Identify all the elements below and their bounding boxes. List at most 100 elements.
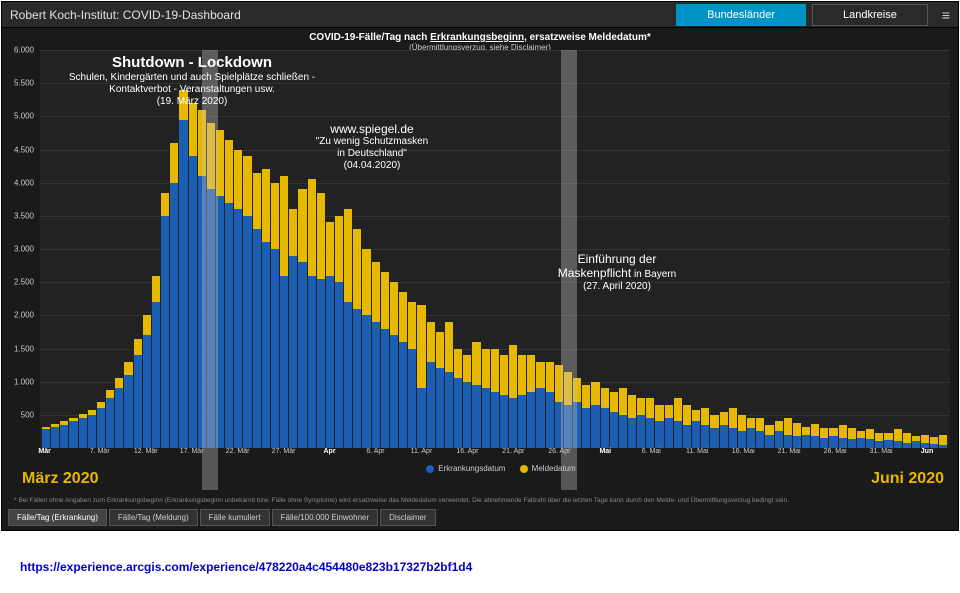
bar[interactable] bbox=[930, 437, 938, 448]
bar[interactable] bbox=[152, 276, 160, 448]
bar[interactable] bbox=[189, 103, 197, 448]
bar[interactable] bbox=[509, 345, 517, 448]
bar[interactable] bbox=[372, 262, 380, 448]
tab-landkreise[interactable]: Landkreise bbox=[812, 4, 928, 26]
bar[interactable] bbox=[601, 388, 609, 448]
bar[interactable] bbox=[262, 169, 270, 448]
bar[interactable] bbox=[729, 408, 737, 448]
bar[interactable] bbox=[271, 183, 279, 448]
bar[interactable] bbox=[710, 415, 718, 448]
bar[interactable] bbox=[482, 349, 490, 448]
bar[interactable] bbox=[463, 355, 471, 448]
bar[interactable] bbox=[344, 209, 352, 448]
bar[interactable] bbox=[326, 222, 334, 448]
bar[interactable] bbox=[894, 429, 902, 448]
bar[interactable] bbox=[921, 435, 929, 448]
bar[interactable] bbox=[445, 322, 453, 448]
bar[interactable] bbox=[866, 429, 874, 448]
bar[interactable] bbox=[628, 395, 636, 448]
bar[interactable] bbox=[738, 415, 746, 448]
bottom-tab[interactable]: Fälle/Tag (Erkrankung) bbox=[8, 509, 107, 526]
tab-bundeslaender[interactable]: Bundesländer bbox=[676, 4, 806, 26]
bar[interactable] bbox=[170, 143, 178, 448]
bar[interactable] bbox=[747, 418, 755, 448]
bar[interactable] bbox=[161, 193, 169, 448]
bar[interactable] bbox=[106, 390, 114, 448]
bar[interactable] bbox=[793, 423, 801, 448]
bar[interactable] bbox=[69, 418, 77, 449]
bar[interactable] bbox=[784, 418, 792, 448]
bar[interactable] bbox=[829, 428, 837, 448]
bar[interactable] bbox=[472, 342, 480, 448]
bar[interactable] bbox=[308, 179, 316, 448]
bar[interactable] bbox=[436, 332, 444, 448]
bottom-tab[interactable]: Disclaimer bbox=[380, 509, 435, 526]
bar[interactable] bbox=[280, 176, 288, 448]
bar[interactable] bbox=[491, 349, 499, 448]
bar[interactable] bbox=[811, 424, 819, 448]
bar[interactable] bbox=[390, 282, 398, 448]
bar[interactable] bbox=[243, 156, 251, 448]
bar[interactable] bbox=[79, 414, 87, 448]
bar[interactable] bbox=[335, 216, 343, 448]
bar[interactable] bbox=[591, 382, 599, 448]
bar[interactable] bbox=[582, 385, 590, 448]
bar[interactable] bbox=[399, 292, 407, 448]
bar[interactable] bbox=[353, 229, 361, 448]
bar[interactable] bbox=[143, 315, 151, 448]
bar[interactable] bbox=[884, 433, 892, 448]
bar[interactable] bbox=[875, 433, 883, 448]
bar[interactable] bbox=[317, 193, 325, 448]
bar[interactable] bbox=[646, 398, 654, 448]
bar[interactable] bbox=[820, 428, 828, 448]
bar[interactable] bbox=[60, 421, 68, 448]
bar[interactable] bbox=[720, 412, 728, 448]
bar[interactable] bbox=[88, 410, 96, 448]
bar[interactable] bbox=[115, 378, 123, 448]
bar[interactable] bbox=[51, 424, 59, 448]
bar[interactable] bbox=[408, 302, 416, 448]
bar[interactable] bbox=[179, 90, 187, 448]
bar[interactable] bbox=[939, 435, 947, 448]
bar[interactable] bbox=[839, 425, 847, 448]
bar[interactable] bbox=[848, 428, 856, 448]
bar[interactable] bbox=[518, 355, 526, 448]
bottom-tab[interactable]: Fälle/Tag (Meldung) bbox=[109, 509, 198, 526]
bar[interactable] bbox=[42, 427, 50, 448]
bar[interactable] bbox=[454, 349, 462, 448]
bar[interactable] bbox=[97, 402, 105, 448]
bar[interactable] bbox=[536, 362, 544, 448]
bar[interactable] bbox=[234, 150, 242, 448]
bar[interactable] bbox=[701, 408, 709, 448]
bottom-tab[interactable]: Fälle kumuliert bbox=[200, 509, 270, 526]
bar[interactable] bbox=[527, 355, 535, 448]
bar[interactable] bbox=[912, 436, 920, 448]
bar[interactable] bbox=[674, 398, 682, 448]
bar[interactable] bbox=[692, 410, 700, 448]
bar[interactable] bbox=[381, 272, 389, 448]
bar[interactable] bbox=[500, 355, 508, 448]
bar[interactable] bbox=[637, 398, 645, 448]
bar[interactable] bbox=[765, 425, 773, 448]
bar[interactable] bbox=[225, 140, 233, 448]
bar[interactable] bbox=[683, 405, 691, 448]
bar[interactable] bbox=[665, 405, 673, 448]
bar[interactable] bbox=[802, 427, 810, 448]
bar[interactable] bbox=[610, 392, 618, 448]
hamburger-icon[interactable]: ≡ bbox=[942, 7, 950, 23]
bar[interactable] bbox=[289, 209, 297, 448]
bar[interactable] bbox=[362, 249, 370, 448]
source-url-link[interactable]: https://experience.arcgis.com/experience… bbox=[20, 560, 472, 574]
bar[interactable] bbox=[775, 421, 783, 448]
bar[interactable] bbox=[298, 189, 306, 448]
bar[interactable] bbox=[417, 305, 425, 448]
bar[interactable] bbox=[655, 405, 663, 448]
bar[interactable] bbox=[903, 433, 911, 448]
bar[interactable] bbox=[134, 339, 142, 448]
bar[interactable] bbox=[756, 418, 764, 448]
bar[interactable] bbox=[857, 431, 865, 448]
bar[interactable] bbox=[546, 362, 554, 448]
bar[interactable] bbox=[427, 322, 435, 448]
bar[interactable] bbox=[619, 388, 627, 448]
bar[interactable] bbox=[124, 362, 132, 448]
